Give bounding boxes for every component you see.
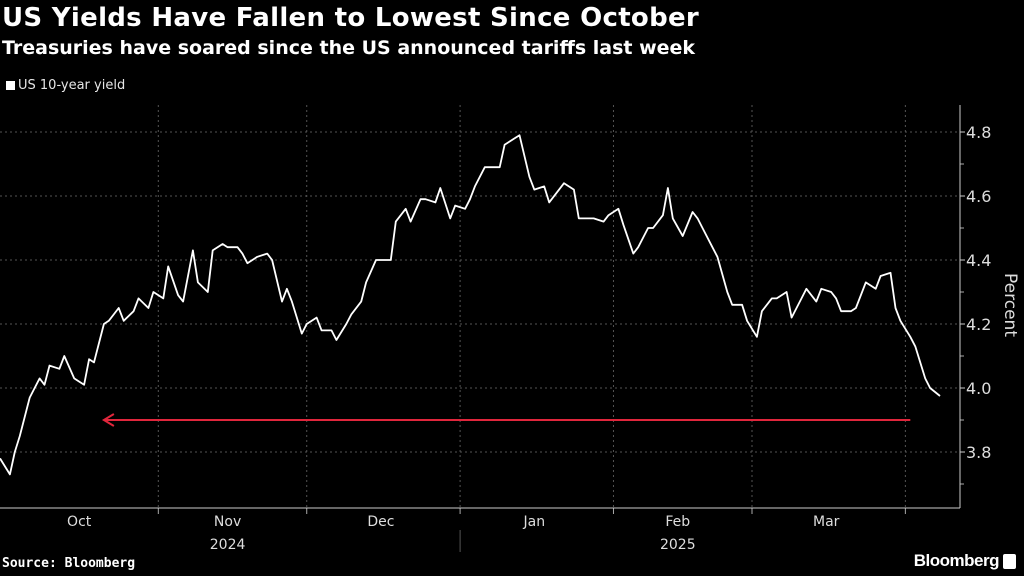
y-tick-label: 4.2 (966, 315, 991, 334)
logo-text: Bloomberg (913, 551, 1000, 570)
x-tick-label: Feb (665, 514, 690, 530)
y-tick-label: 4.6 (966, 187, 991, 206)
legend: US 10-year yield (6, 78, 125, 93)
legend-label: US 10-year yield (18, 78, 126, 93)
x-tick-label: Dec (367, 514, 394, 530)
x-tick-label: Oct (67, 514, 92, 530)
series-line-us-10-year-yield (0, 134, 941, 476)
x-tick-label: Mar (813, 514, 840, 530)
annotation-arrowhead (101, 413, 115, 427)
bloomberg-chart-icon (1003, 553, 1016, 569)
legend-swatch (6, 81, 15, 90)
y-tick-label: 4.4 (966, 251, 991, 270)
chart-title: US Yields Have Fallen to Lowest Since Oc… (2, 3, 700, 33)
chart-subtitle: Treasuries have soared since the US anno… (2, 37, 696, 59)
year-label: 2024 (210, 537, 246, 553)
source-note: Source: Bloomberg (2, 556, 136, 571)
y-tick-label: 4.0 (966, 379, 991, 398)
y-tick-label: 3.8 (966, 443, 991, 462)
bloomberg-logo: Bloomberg (914, 551, 1016, 571)
x-tick-label: Jan (523, 514, 546, 530)
x-tick-label: Nov (214, 514, 241, 530)
y-tick-label: 4.8 (966, 123, 991, 142)
y-axis-label: Percent (1000, 273, 1020, 337)
year-label: 2025 (660, 537, 696, 553)
